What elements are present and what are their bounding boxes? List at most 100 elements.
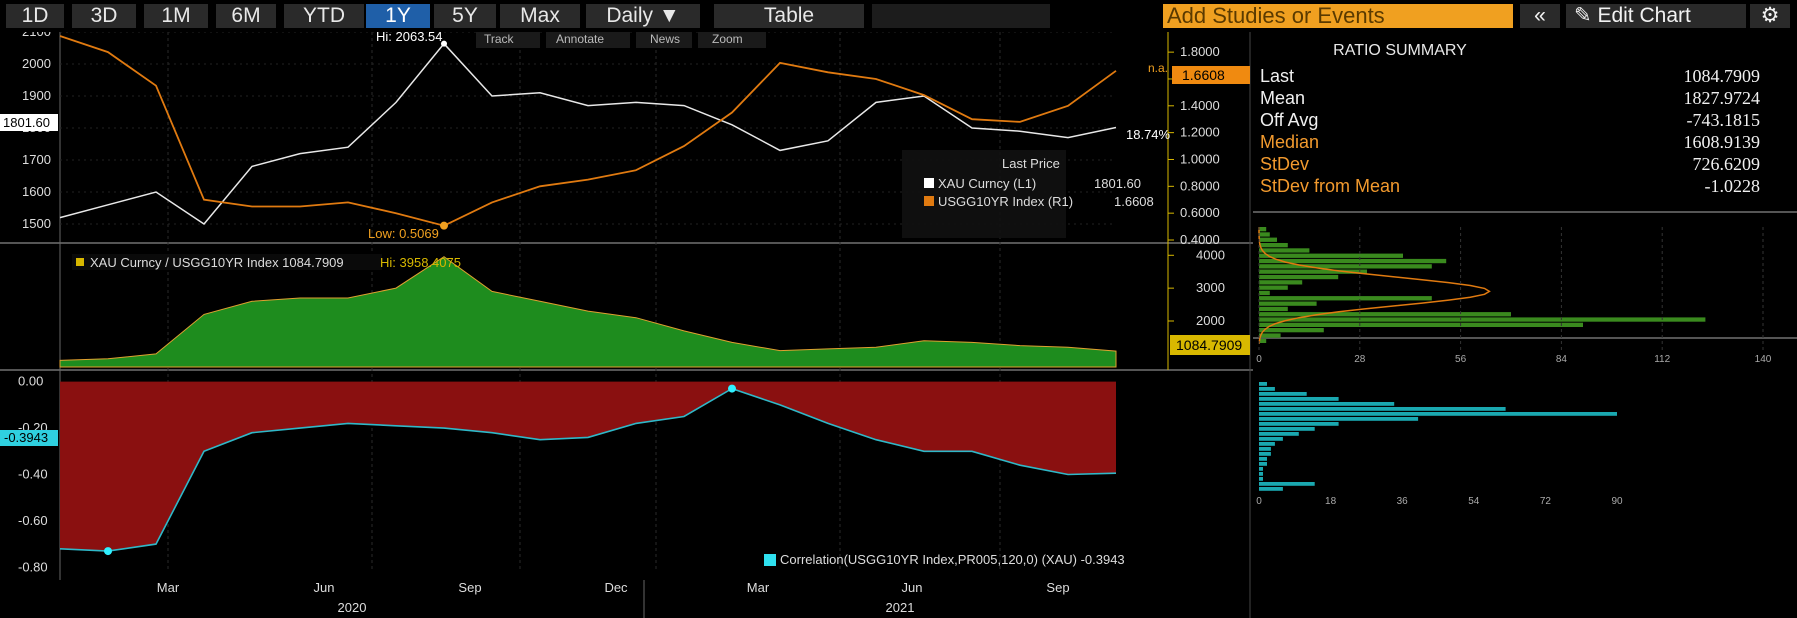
summary-value: -1.0228 xyxy=(1704,176,1761,196)
chart-area[interactable]: 2100200019001800170016001500 1.80001.600… xyxy=(0,32,1253,618)
collapse-panel-button[interactable]: « xyxy=(1520,4,1560,28)
correlation-hist-bar xyxy=(1259,432,1299,436)
correlation-legend-swatch xyxy=(764,554,776,566)
summary-label: Median xyxy=(1260,132,1320,152)
correlation-hist-bar xyxy=(1259,467,1263,471)
summary-label: Last xyxy=(1260,66,1295,86)
gold-legend-name: XAU Curncy (L1) xyxy=(938,176,1036,191)
year-label: 2021 xyxy=(886,600,915,615)
range-6m-button[interactable]: 6M xyxy=(216,4,276,28)
range-max-button[interactable]: Max xyxy=(500,4,580,28)
na-label: n.a. xyxy=(1148,61,1168,75)
correlation-hist-bar xyxy=(1259,452,1271,456)
ratio-hist-bar xyxy=(1259,338,1267,343)
right-tick-label: 1.4000 xyxy=(1180,98,1220,113)
pencil-icon: ✎ xyxy=(1574,4,1592,27)
month-label: Mar xyxy=(747,580,770,595)
chart-toolbar: 1D 3D 1M 6M YTD 1Y 5Y Max Daily ▼ Table … xyxy=(0,0,1797,32)
gold-last-badge-text: 1801.60 xyxy=(3,115,50,130)
correlation-hist-bar xyxy=(1259,402,1395,406)
frequency-dropdown[interactable]: Daily ▼ xyxy=(586,4,700,28)
ratio-hist-bar xyxy=(1259,290,1270,296)
range-1y-button[interactable]: 1Y xyxy=(366,4,430,28)
correlation-hist-bar xyxy=(1259,487,1283,491)
left-tick-label: 2100 xyxy=(22,32,51,39)
range-3d-button[interactable]: 3D xyxy=(72,4,136,28)
correlation-hist-tick: 72 xyxy=(1540,496,1552,507)
left-tick-label: 1500 xyxy=(22,216,51,231)
correlation-hist-bar xyxy=(1259,482,1315,486)
correlation-histogram xyxy=(1259,382,1617,491)
summary-row: StDev 726.6209 xyxy=(1260,154,1780,178)
ratio-hist-bar xyxy=(1259,312,1511,317)
ratio-hist-bar xyxy=(1259,232,1270,237)
ratio-hist-bar xyxy=(1259,296,1432,301)
summary-label: StDev xyxy=(1260,154,1310,174)
right-tick-label: 1.0000 xyxy=(1180,151,1220,166)
correlation-hist-bar xyxy=(1259,447,1271,451)
correlation-axis-ticks: 0.00-0.20-0.40-0.60-0.80 xyxy=(18,374,48,575)
side-panel: 0 28 56 84 112 140 0 18 36 54 72 90 xyxy=(1253,211,1797,507)
table-button[interactable]: Table xyxy=(714,4,864,28)
summary-label: Mean xyxy=(1260,88,1306,108)
summary-value: 1084.7909 xyxy=(1683,66,1761,86)
range-ytd-button[interactable]: YTD xyxy=(284,4,364,28)
correlation-hist-bar xyxy=(1259,382,1267,386)
correlation-tick-label: 0.00 xyxy=(18,374,43,389)
add-studies-input[interactable] xyxy=(1163,4,1513,28)
range-5y-button[interactable]: 5Y xyxy=(434,4,496,28)
ratio-hist-bar xyxy=(1259,269,1367,274)
ratio-tick-label: 2000 xyxy=(1196,313,1225,328)
zoom-button[interactable]: Zoom xyxy=(698,32,766,48)
gear-icon[interactable]: ⚙ xyxy=(1750,4,1790,28)
ratio-hist-tick: 112 xyxy=(1654,354,1670,365)
correlation-line xyxy=(59,387,1117,552)
correlation-last-badge xyxy=(0,430,58,446)
summary-label: Off Avg xyxy=(1260,110,1319,130)
high-marker-label: Hi: 2063.54 xyxy=(376,32,443,44)
left-tick-label: 1700 xyxy=(22,152,51,167)
ratio-high-label: Hi: 3958.4075 xyxy=(380,255,461,270)
ratio-hist-bar xyxy=(1259,333,1281,338)
annotate-button[interactable]: Annotate xyxy=(546,32,630,48)
right-tick-label: 1.8000 xyxy=(1180,44,1220,59)
yield-legend-value: 1.6608 xyxy=(1114,194,1154,209)
ratio-hist-tick: 56 xyxy=(1455,354,1467,365)
correlation-max-marker xyxy=(728,384,736,393)
range-1d-button[interactable]: 1D xyxy=(6,4,64,28)
right-tick-label: 0.4000 xyxy=(1180,232,1220,247)
ratio-hist-tick: 140 xyxy=(1755,354,1772,365)
correlation-histogram-axis: 0 18 36 54 72 90 xyxy=(1256,496,1623,507)
edit-chart-button[interactable]: ✎ Edit Chart xyxy=(1566,4,1746,28)
ratio-tick-label: 3000 xyxy=(1196,280,1225,295)
ratio-hist-tick: 0 xyxy=(1256,354,1262,365)
correlation-hist-bar xyxy=(1259,457,1267,461)
range-1m-button[interactable]: 1M xyxy=(144,4,208,28)
right-tick-label: 0.6000 xyxy=(1180,205,1220,220)
summary-value: -743.1815 xyxy=(1686,110,1761,130)
correlation-hist-bar xyxy=(1259,417,1419,421)
correlation-hist-bar xyxy=(1259,477,1263,481)
right-tick-label: 0.8000 xyxy=(1180,178,1220,193)
ratio-hist-bar xyxy=(1259,253,1403,258)
correlation-hist-bar xyxy=(1259,407,1506,411)
ratio-area xyxy=(59,256,1117,368)
ratio-tick-label: 4000 xyxy=(1196,247,1225,262)
ratio-hist-tick: 84 xyxy=(1556,354,1568,365)
correlation-last-badge-text: -0.3943 xyxy=(4,430,48,445)
correlation-tick-label: -0.40 xyxy=(18,467,48,482)
right-tick-label: 1.2000 xyxy=(1180,125,1220,140)
correlation-hist-bar xyxy=(1259,462,1267,466)
left-tick-label: 1900 xyxy=(22,88,51,103)
ratio-histogram xyxy=(1259,227,1706,343)
ratio-hist-bar xyxy=(1259,322,1583,327)
ratio-legend xyxy=(72,254,382,270)
ratio-hist-bar xyxy=(1259,248,1310,253)
correlation-hist-bar xyxy=(1259,397,1339,401)
summary-value: 1827.9724 xyxy=(1683,88,1761,108)
correlation-hist-bar xyxy=(1259,437,1283,441)
track-button[interactable]: Track xyxy=(476,32,540,48)
toolbar-spacer xyxy=(872,4,1050,28)
news-button[interactable]: News xyxy=(636,32,692,48)
ratio-legend-swatch xyxy=(76,258,84,266)
